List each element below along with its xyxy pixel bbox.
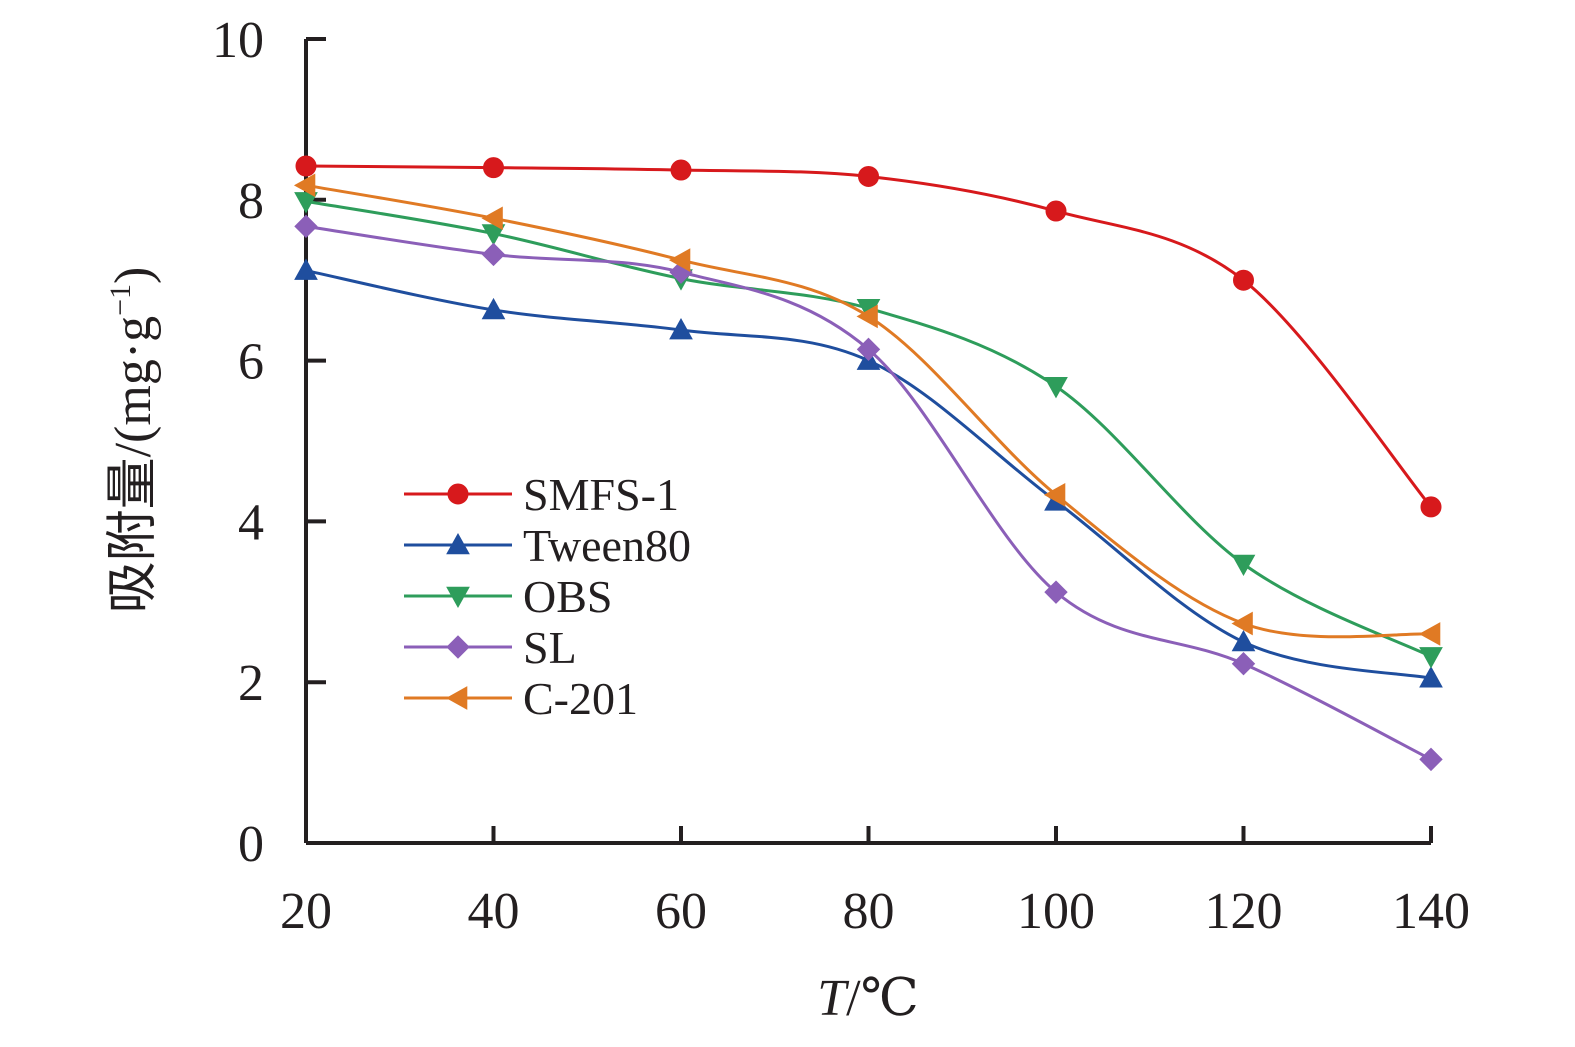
point-C-201-20 <box>293 173 316 198</box>
point-C-201-100 <box>1043 483 1066 507</box>
point-SMFS-1-80 <box>858 165 879 187</box>
point-Tween80-140 <box>1419 666 1443 688</box>
legend-label-SMFS-1: SMFS-1 <box>523 469 679 520</box>
series-Tween80 <box>294 258 1443 688</box>
y-tick-label-6: 6 <box>238 334 264 391</box>
point-SL-120 <box>1231 652 1256 676</box>
point-C-201-120 <box>1231 611 1253 636</box>
x-tick-label-140: 140 <box>1392 883 1470 940</box>
y-tick-label-10: 10 <box>212 12 264 69</box>
x-tick-label-100: 100 <box>1017 883 1095 940</box>
series-SMFS-1 <box>295 155 1442 518</box>
point-SL-80 <box>856 337 881 362</box>
point-SMFS-1-20 <box>295 155 317 177</box>
x-tick-label-60: 60 <box>655 883 707 940</box>
legend-marker-SL <box>446 635 470 659</box>
series-line-OBS <box>305 199 1432 658</box>
legend-item-SMFS-1: SMFS-1 <box>404 469 679 520</box>
legend-label-OBS: OBS <box>523 571 612 622</box>
legend-marker-C-201 <box>445 686 468 710</box>
axes <box>304 39 1431 845</box>
y-axis-title-main: 吸附量/(mg·g <box>105 316 162 614</box>
point-SMFS-1-100 <box>1045 200 1067 222</box>
series-OBS <box>294 192 1443 669</box>
x-tick-label-80: 80 <box>843 883 895 940</box>
x-axis-title: T/℃ <box>817 970 919 1027</box>
y-tick-label-0: 0 <box>238 816 264 873</box>
point-C-201-40 <box>481 206 503 231</box>
legend-item-Tween80: Tween80 <box>404 520 691 571</box>
point-OBS-100 <box>1044 377 1068 399</box>
legend-marker-OBS <box>446 586 470 609</box>
legend-item-OBS: OBS <box>404 571 612 622</box>
point-C-201-60 <box>668 248 691 272</box>
point-C-201-140 <box>1418 622 1441 646</box>
point-C-201-80 <box>856 304 878 329</box>
x-tick-label-40: 40 <box>468 883 520 940</box>
y-tick-label-4: 4 <box>238 494 264 551</box>
legend-label-Tween80: Tween80 <box>523 520 691 571</box>
series-C-201 <box>293 173 1441 646</box>
point-SMFS-1-140 <box>1420 496 1442 518</box>
point-SL-20 <box>294 214 318 239</box>
series-SL <box>294 214 1443 772</box>
point-Tween80-60 <box>669 318 693 340</box>
legend-label-C-201: C-201 <box>523 673 638 724</box>
point-SMFS-1-40 <box>483 157 504 179</box>
legend-marker-SMFS-1 <box>447 483 469 505</box>
series-line-Tween80 <box>305 269 1432 680</box>
point-SMFS-1-120 <box>1233 269 1254 291</box>
x-axis-title-unit: /℃ <box>846 970 919 1027</box>
point-SL-40 <box>481 242 506 267</box>
point-OBS-120 <box>1231 554 1256 577</box>
y-axis-title: 吸附量/(mg·g−1) <box>104 267 162 614</box>
legend-item-C-201: C-201 <box>404 673 638 724</box>
legend-marker-Tween80 <box>446 532 470 555</box>
y-tick-label-2: 2 <box>238 655 264 712</box>
point-SL-140 <box>1419 747 1443 772</box>
point-Tween80-20 <box>294 258 318 280</box>
series-line-SMFS-1 <box>305 164 1433 508</box>
ticks: 0 2 4 6 8 10 20 40 60 80 100 120 140 <box>212 12 1470 940</box>
point-OBS-140 <box>1419 647 1443 669</box>
y-tick-label-8: 8 <box>238 173 264 230</box>
x-tick-label-120: 120 <box>1205 883 1283 940</box>
point-SL-100 <box>1044 580 1068 604</box>
point-Tween80-120 <box>1231 629 1256 652</box>
point-SMFS-1-60 <box>670 159 692 181</box>
point-OBS-20 <box>294 192 318 214</box>
series-layer <box>293 155 1443 772</box>
point-Tween80-40 <box>481 297 506 320</box>
x-axis-title-var: T <box>817 970 849 1027</box>
y-axis-title-close: ) <box>105 267 162 284</box>
y-axis-title-sup: −1 <box>104 284 137 316</box>
legend-item-SL: SL <box>404 622 577 673</box>
x-tick-label-20: 20 <box>280 883 332 940</box>
legend-label-SL: SL <box>523 622 577 673</box>
